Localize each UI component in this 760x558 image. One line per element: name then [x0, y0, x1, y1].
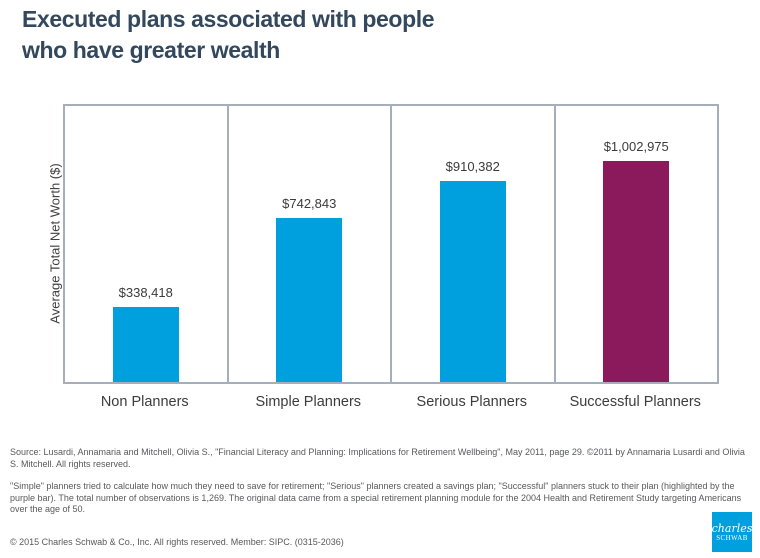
category-label: Non Planners [100, 394, 189, 410]
title-line2-pre: who have [22, 37, 130, 63]
bar-serious-planners [439, 181, 506, 382]
bar-successful-planners [603, 160, 670, 382]
bar-value-label: $742,843 [282, 195, 337, 211]
bar-cell: $338,418 [65, 106, 229, 382]
bar-value-label: $338,418 [118, 285, 173, 301]
chart-title-line2: who have greater wealth [22, 35, 434, 66]
bar-cell: $1,002,975 [556, 106, 718, 382]
source-note: Source: Lusardi, Annamaria and Mitchell,… [10, 447, 745, 469]
y-axis-label: Average Total Net Worth ($) [47, 163, 63, 324]
category-label: Successful Planners [569, 394, 701, 410]
copyright-line: © 2015 Charles Schwab & Co., Inc. All ri… [10, 537, 344, 547]
title-line2-post: wealth [204, 37, 281, 63]
bar-value-label: $910,382 [445, 159, 500, 174]
category-label: Serious Planners [416, 394, 527, 410]
category-labels: Non Planners Simple Planners Serious Plann… [63, 394, 717, 410]
bar-simple-planners [276, 217, 343, 382]
bar-value-label: $1,002,975 [603, 138, 669, 154]
category-label: Simple Planners [255, 394, 362, 410]
chart-title: Executed plans associated with people wh… [22, 4, 435, 66]
logo-charles-text: charles [711, 521, 753, 535]
charles-schwab-logo: charles SCHWAB [712, 512, 752, 552]
bar-cell: $742,843 [229, 106, 392, 382]
methodology-note: "Simple" planners tried to calculate how… [10, 481, 742, 514]
logo-schwab-text: SCHWAB [716, 533, 748, 542]
chart-title-line1: Executed plans associated with people [22, 6, 435, 32]
bar-cell: $910,382 [392, 106, 556, 382]
title-line2-emphasis: greater [129, 37, 206, 63]
plot-area: $338,418 $742,843 $910,382 $1,002,975 [63, 104, 719, 384]
bar-non-planners [112, 307, 179, 382]
